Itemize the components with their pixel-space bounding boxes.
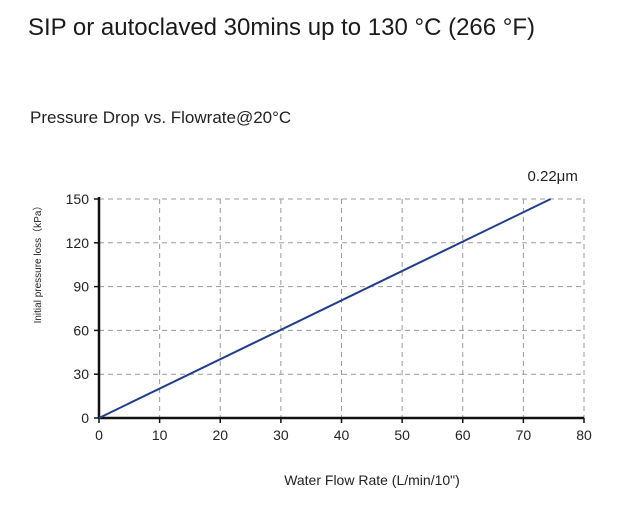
x-tick-label: 30: [273, 427, 289, 443]
grid-layer: [99, 198, 585, 418]
x-tick-label: 10: [152, 427, 168, 443]
x-tick-label: 0: [95, 427, 103, 443]
x-tick-label: 60: [455, 427, 471, 443]
series-label: 0.22μm: [527, 168, 577, 185]
x-tick-label: 50: [394, 427, 410, 443]
y-axis-title: Initial pressure loss（kPa）: [32, 201, 44, 324]
series-layer: 0.22μm: [98, 168, 578, 419]
series-line: [98, 198, 552, 419]
y-tick-label: 120: [66, 235, 90, 251]
x-tick-label: 80: [576, 427, 592, 443]
x-tick-label: 20: [212, 427, 228, 443]
ticks-layer: 0 10 20 30 40 50 60 70 80 0 30 60 90 120 150: [66, 191, 592, 443]
y-tick-label: 150: [66, 191, 90, 207]
y-tick-label: 90: [73, 279, 89, 295]
chart-title: Pressure Drop vs. Flowrate@20°C: [30, 108, 292, 127]
x-tick-label: 40: [334, 427, 350, 443]
x-tick-label: 70: [516, 427, 532, 443]
y-tick-label: 30: [73, 366, 89, 382]
y-tick-label: 0: [81, 410, 89, 426]
page-heading: SIP or autoclaved 30mins up to 130 °C (2…: [28, 14, 536, 41]
x-axis-title: Water Flow Rate (L/min/10"): [284, 472, 460, 488]
y-tick-label: 60: [73, 322, 89, 338]
